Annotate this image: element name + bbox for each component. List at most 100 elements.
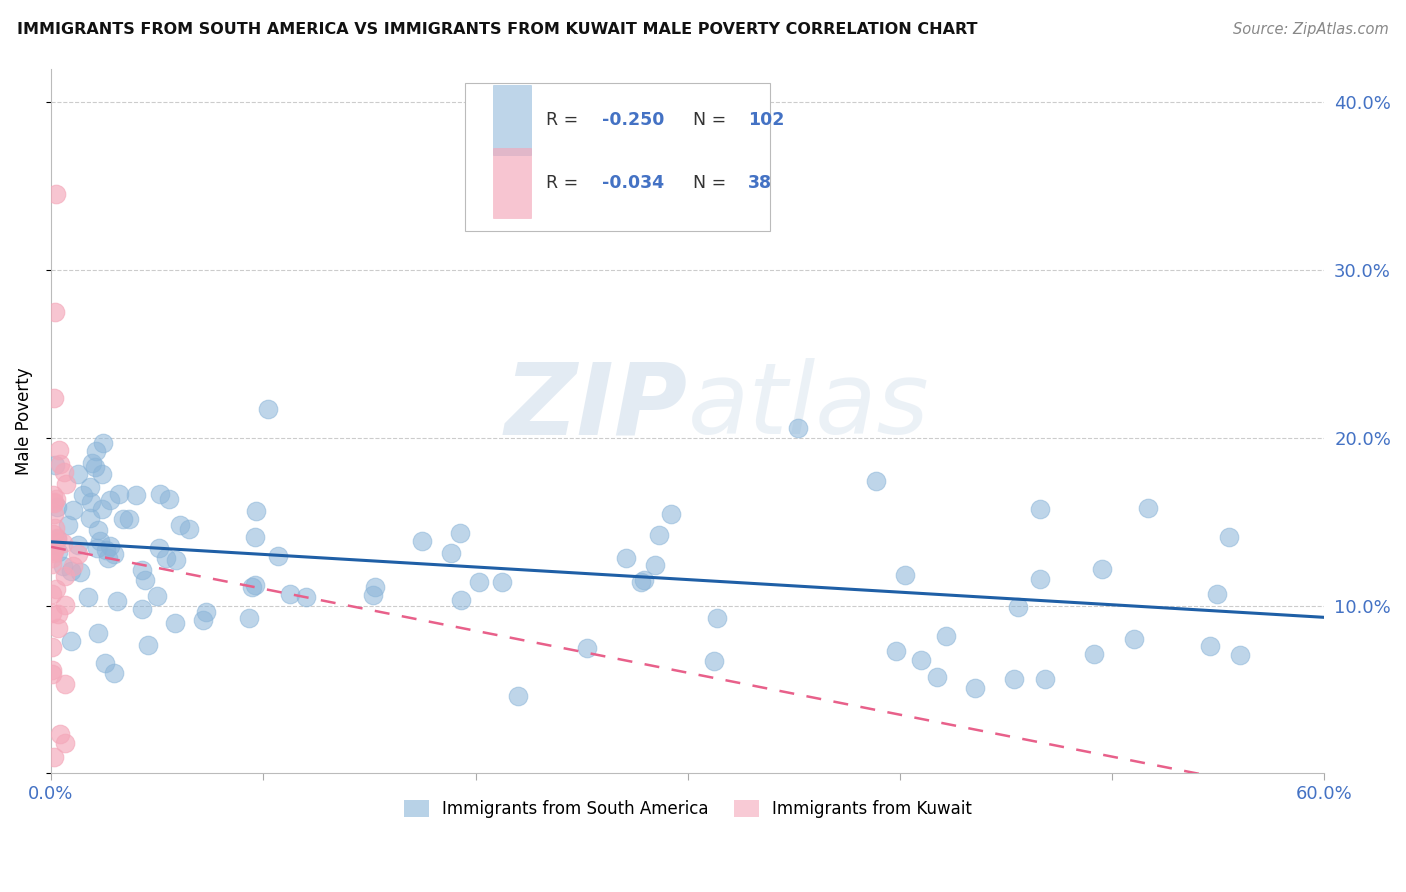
FancyBboxPatch shape	[465, 83, 770, 231]
Point	[243, 578, 266, 592]
Point	[131, 564, 153, 578]
Point	[630, 575, 652, 590]
Point	[575, 641, 598, 656]
Point	[1007, 599, 1029, 614]
Text: atlas: atlas	[688, 359, 929, 456]
Point	[41, 606, 63, 620]
Point	[965, 681, 987, 695]
Point	[165, 553, 187, 567]
Point	[42, 546, 65, 560]
Point	[1198, 640, 1220, 654]
Point	[66, 547, 89, 561]
Point	[41, 640, 63, 654]
Point	[411, 533, 433, 548]
Point	[194, 605, 217, 619]
Point	[79, 511, 101, 525]
Point	[149, 487, 172, 501]
Point	[46, 621, 69, 635]
Text: N =: N =	[693, 174, 725, 192]
Legend: Immigrants from South America, Immigrants from Kuwait: Immigrants from South America, Immigrant…	[396, 794, 979, 825]
Point	[925, 670, 948, 684]
Point	[51, 536, 73, 550]
Point	[45, 187, 67, 202]
Point	[97, 550, 120, 565]
Point	[644, 558, 666, 573]
Point	[67, 538, 90, 552]
Point	[614, 551, 637, 566]
Point	[155, 551, 177, 566]
Point	[55, 476, 77, 491]
Point	[46, 607, 69, 621]
Point	[125, 488, 148, 502]
Point	[79, 480, 101, 494]
Point	[1205, 587, 1227, 601]
Point	[46, 500, 69, 515]
Point	[60, 564, 83, 578]
Point	[1083, 647, 1105, 661]
Point	[42, 495, 65, 509]
Y-axis label: Male Poverty: Male Poverty	[15, 368, 32, 475]
Point	[53, 568, 76, 582]
Point	[42, 544, 65, 558]
Point	[84, 460, 107, 475]
FancyBboxPatch shape	[494, 148, 531, 219]
Point	[80, 456, 103, 470]
Point	[48, 443, 70, 458]
Text: ZIP: ZIP	[505, 359, 688, 456]
Point	[41, 667, 63, 681]
Point	[439, 546, 461, 560]
Point	[44, 458, 66, 472]
Text: N =: N =	[693, 112, 725, 129]
Point	[89, 534, 111, 549]
Point	[169, 518, 191, 533]
Point	[69, 565, 91, 579]
Point	[148, 541, 170, 555]
Point	[506, 690, 529, 704]
Point	[1029, 572, 1052, 586]
Text: Source: ZipAtlas.com: Source: ZipAtlas.com	[1233, 22, 1389, 37]
Point	[98, 493, 121, 508]
Point	[103, 547, 125, 561]
Point	[42, 527, 65, 541]
Point	[62, 502, 84, 516]
Point	[136, 638, 159, 652]
Point	[91, 436, 114, 450]
Point	[278, 587, 301, 601]
Text: 38: 38	[748, 174, 772, 192]
Point	[240, 580, 263, 594]
Point	[42, 391, 65, 405]
Point	[91, 502, 114, 516]
Point	[42, 488, 65, 502]
Point	[86, 625, 108, 640]
Point	[53, 676, 76, 690]
FancyBboxPatch shape	[494, 85, 531, 155]
Point	[45, 534, 67, 549]
Point	[45, 582, 67, 596]
Point	[59, 634, 82, 648]
Point	[41, 663, 63, 677]
Point	[52, 559, 75, 574]
Point	[112, 512, 135, 526]
Point	[49, 727, 72, 741]
Point	[44, 507, 66, 521]
Point	[1004, 672, 1026, 686]
Point	[648, 528, 671, 542]
Point	[267, 549, 290, 563]
Point	[257, 401, 280, 416]
Point	[706, 610, 728, 624]
Point	[935, 629, 957, 643]
Point	[1229, 648, 1251, 662]
Point	[294, 590, 316, 604]
Point	[62, 558, 84, 573]
Point	[91, 467, 114, 481]
Point	[910, 653, 932, 667]
Point	[191, 613, 214, 627]
Point	[145, 589, 167, 603]
Point	[56, 517, 79, 532]
Point	[238, 611, 260, 625]
Point	[179, 522, 201, 536]
Point	[42, 541, 65, 556]
Point	[49, 457, 72, 471]
Point	[55, 598, 77, 612]
Point	[1137, 501, 1160, 516]
